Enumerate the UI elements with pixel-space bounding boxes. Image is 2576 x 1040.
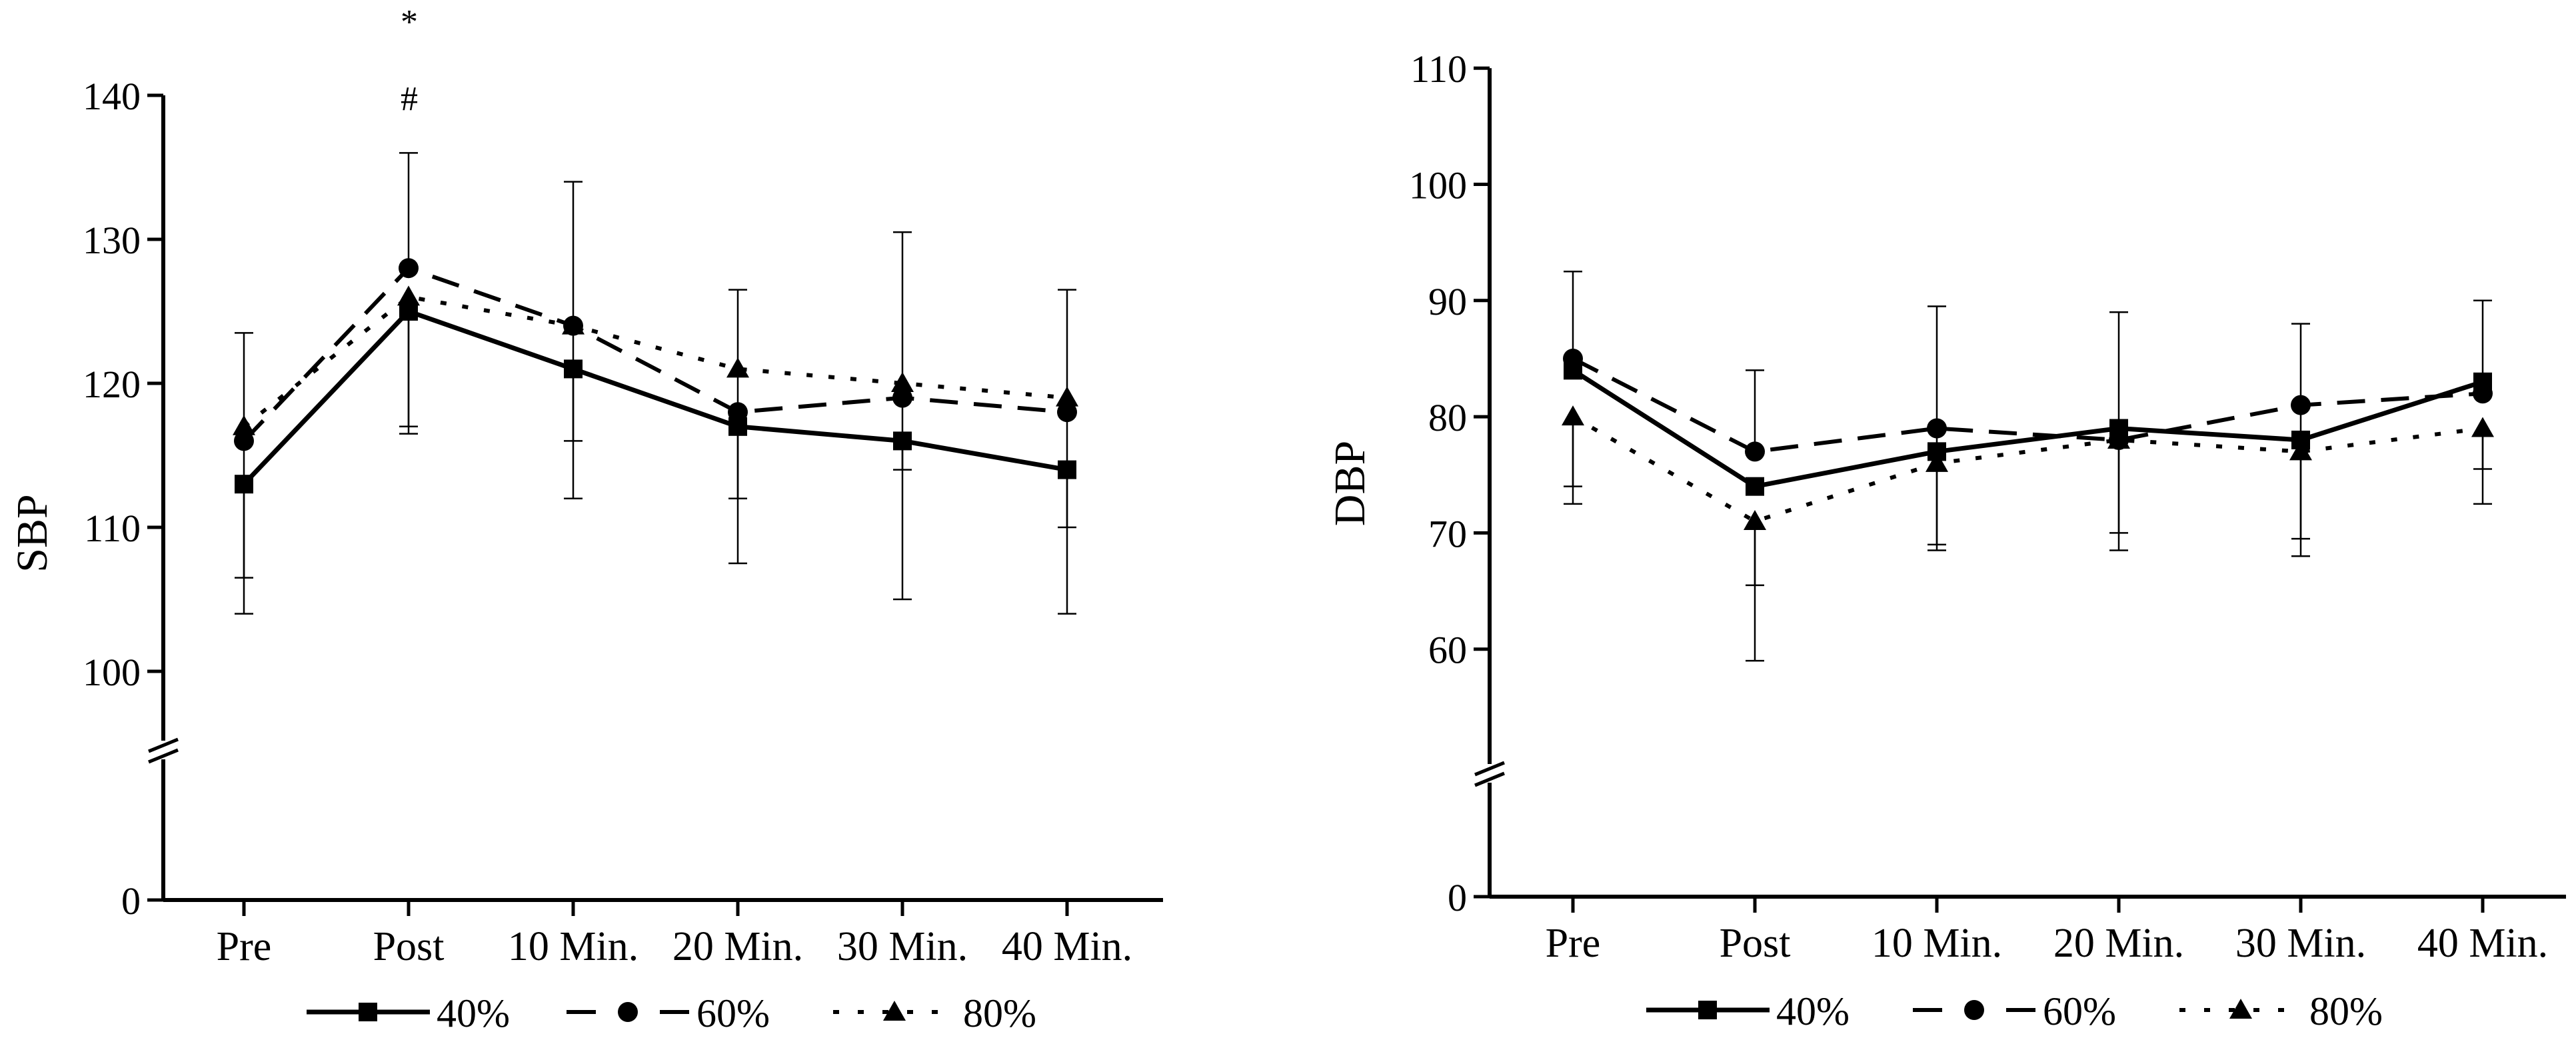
sbp-point-40pct	[235, 475, 253, 494]
sbp-point-60pct	[892, 387, 912, 408]
dbp-point-40pct	[1746, 477, 1764, 496]
dbp-point-40pct	[1564, 361, 1582, 380]
sbp-annotation: #	[401, 80, 418, 118]
dbp-y-axis-title: DBP	[1326, 441, 1374, 526]
sbp-point-60pct	[728, 402, 748, 423]
dbp-point-40pct	[2109, 419, 2128, 438]
dbp-x-tick-label: Pre	[1546, 921, 1601, 966]
sbp-point-40pct	[893, 431, 912, 451]
dbp-legend-marker-80pct	[2229, 999, 2252, 1019]
sbp-y-tick-label: 130	[83, 219, 141, 262]
dbp-point-60pct	[2291, 395, 2311, 415]
sbp-legend-label: 80%	[963, 991, 1036, 1035]
sbp-point-60pct	[399, 258, 419, 279]
sbp-point-80pct	[233, 415, 255, 435]
dbp-legend-marker-60pct	[1964, 1000, 1984, 1020]
dbp-legend-marker-40pct	[1698, 1001, 1717, 1019]
sbp-legend-marker-40pct	[359, 1003, 377, 1021]
sbp-y-tick-label: 0	[121, 879, 141, 923]
dbp-y-tick-label: 100	[1409, 164, 1467, 207]
sbp-series-line-80pct	[243, 295, 1068, 429]
sbp-point-80pct	[726, 357, 749, 378]
sbp-chart: 0 100 110 120 130 140 Pre Post 10 Min. 20 Min. 30 …	[8, 3, 1163, 1035]
sbp-x-tick-label: Pre	[217, 924, 272, 969]
sbp-annotation: *	[401, 3, 418, 41]
sbp-series-line-60pct	[242, 265, 1068, 443]
sbp-y-tick-label: 110	[84, 507, 141, 550]
sbp-y-tick-label: 100	[83, 651, 141, 694]
dbp-y-tick-label: 80	[1428, 396, 1467, 439]
dbp-y-tick-label: 70	[1428, 512, 1467, 555]
sbp-legend-marker-60pct	[618, 1002, 638, 1022]
dbp-point-80pct	[1744, 509, 1766, 530]
dbp-y-tick-label: 60	[1428, 629, 1467, 672]
sbp-point-40pct	[399, 302, 418, 321]
dbp-x-tick-label: 40 Min.	[2417, 921, 2548, 966]
dbp-x-tick-label: 20 Min.	[2053, 921, 2184, 966]
dbp-point-60pct	[1745, 441, 1765, 462]
dbp-point-80pct	[1926, 451, 1948, 472]
dbp-series-line-40pct	[1572, 368, 2484, 489]
sbp-x-tick-label: 40 Min.	[1002, 924, 1132, 969]
dbp-axis-break-mark	[1474, 771, 1505, 787]
sbp-x-tick-label: Post	[373, 924, 445, 969]
sbp-point-40pct	[728, 417, 747, 436]
sbp-point-80pct	[1056, 386, 1078, 407]
sbp-x-tick-label: 20 Min.	[672, 924, 803, 969]
sbp-point-80pct	[891, 372, 914, 392]
dbp-x-tick-label: 10 Min.	[1872, 921, 2002, 966]
sbp-y-tick-label: 120	[83, 363, 141, 406]
sbp-point-40pct	[1058, 460, 1076, 479]
dbp-x-tick-label: 30 Min.	[2235, 921, 2366, 966]
dbp-y-tick-label: 90	[1428, 280, 1467, 323]
sbp-point-60pct	[1057, 402, 1077, 423]
dbp-point-40pct	[2291, 430, 2310, 449]
dbp-point-60pct	[1927, 418, 1947, 439]
dbp-point-40pct	[1928, 442, 1946, 461]
dbp-point-80pct	[1562, 405, 1584, 426]
dbp-legend-label: 80%	[2309, 989, 2383, 1033]
dbp-chart: 0 60 70 80 90 100 110 Pre Post 10 Min. 20 Min. 30 M…	[1326, 47, 2566, 1033]
dbp-point-40pct	[2473, 372, 2492, 391]
sbp-series-line-40pct	[242, 308, 1068, 486]
sbp-point-60pct	[563, 315, 583, 336]
sbp-legend-label: 40%	[437, 991, 510, 1035]
sbp-y-tick-label: 140	[83, 75, 141, 118]
sbp-axis-break-mark	[148, 748, 179, 764]
dbp-legend-label: 60%	[2043, 989, 2116, 1033]
dbp-y-tick-label: 110	[1410, 47, 1467, 91]
sbp-y-axis-title: SBP	[8, 494, 57, 572]
sbp-legend-marker-80pct	[883, 1001, 906, 1021]
sbp-legend-label: 60%	[696, 991, 770, 1035]
sbp-x-tick-label: 30 Min.	[837, 924, 968, 969]
dbp-series-line-80pct	[1572, 415, 2483, 524]
dbp-x-tick-label: Post	[1720, 921, 1791, 966]
dbp-axis-break-mark	[1474, 761, 1505, 777]
sbp-point-80pct	[397, 285, 420, 306]
dbp-y-tick-label: 0	[1448, 876, 1467, 919]
sbp-point-60pct	[234, 431, 254, 451]
dbp-legend-label: 40%	[1776, 989, 1850, 1033]
dbp-point-80pct	[2471, 417, 2494, 437]
sbp-axis-break-mark	[148, 737, 179, 753]
dbp-point-80pct	[2289, 440, 2312, 461]
sbp-point-40pct	[564, 359, 583, 379]
sbp-x-tick-label: 10 Min.	[508, 924, 639, 969]
